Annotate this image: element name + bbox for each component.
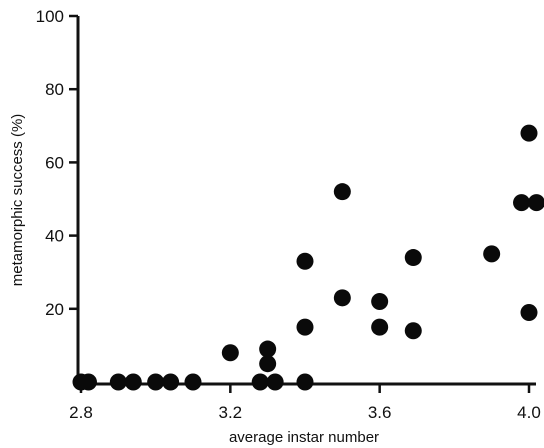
- y-axis-title: metamorphic success (%): [9, 114, 26, 287]
- data-point: [520, 124, 538, 142]
- data-point: [266, 373, 284, 391]
- data-point: [79, 373, 97, 391]
- x-tick-label: 3.6: [368, 403, 392, 422]
- y-tick-label: 100: [36, 7, 64, 26]
- data-point: [124, 373, 142, 391]
- data-point: [404, 249, 422, 267]
- data-point: [296, 318, 314, 336]
- data-point: [404, 322, 422, 340]
- data-point: [221, 344, 239, 362]
- x-axis-title: average instar number: [229, 429, 379, 446]
- data-point: [147, 373, 165, 391]
- y-tick-label: 60: [45, 153, 64, 172]
- data-point: [527, 194, 544, 212]
- data-point: [333, 183, 351, 201]
- data-point: [162, 373, 180, 391]
- data-point: [483, 245, 501, 263]
- y-tick-label: 40: [45, 227, 64, 246]
- y-tick-label: 80: [45, 80, 64, 99]
- data-point: [371, 292, 389, 310]
- data-point: [109, 373, 127, 391]
- data-point: [259, 340, 277, 358]
- x-tick-label: 3.2: [219, 403, 243, 422]
- y-tick-label: 20: [45, 300, 64, 319]
- x-axis-ticks: 2.8 3.2 3.6 4.0: [69, 384, 541, 422]
- data-point: [333, 289, 351, 307]
- x-tick-label: 2.8: [69, 403, 93, 422]
- data-point: [513, 194, 531, 212]
- y-axis-ticks: 20 40 60 80 100: [36, 7, 78, 319]
- data-points: [72, 124, 544, 391]
- data-point: [296, 373, 314, 391]
- data-point: [520, 303, 538, 321]
- x-tick-label: 4.0: [517, 403, 541, 422]
- data-point: [184, 373, 202, 391]
- data-point: [251, 373, 269, 391]
- data-point: [371, 318, 389, 336]
- data-point: [259, 355, 277, 373]
- data-point: [296, 252, 314, 270]
